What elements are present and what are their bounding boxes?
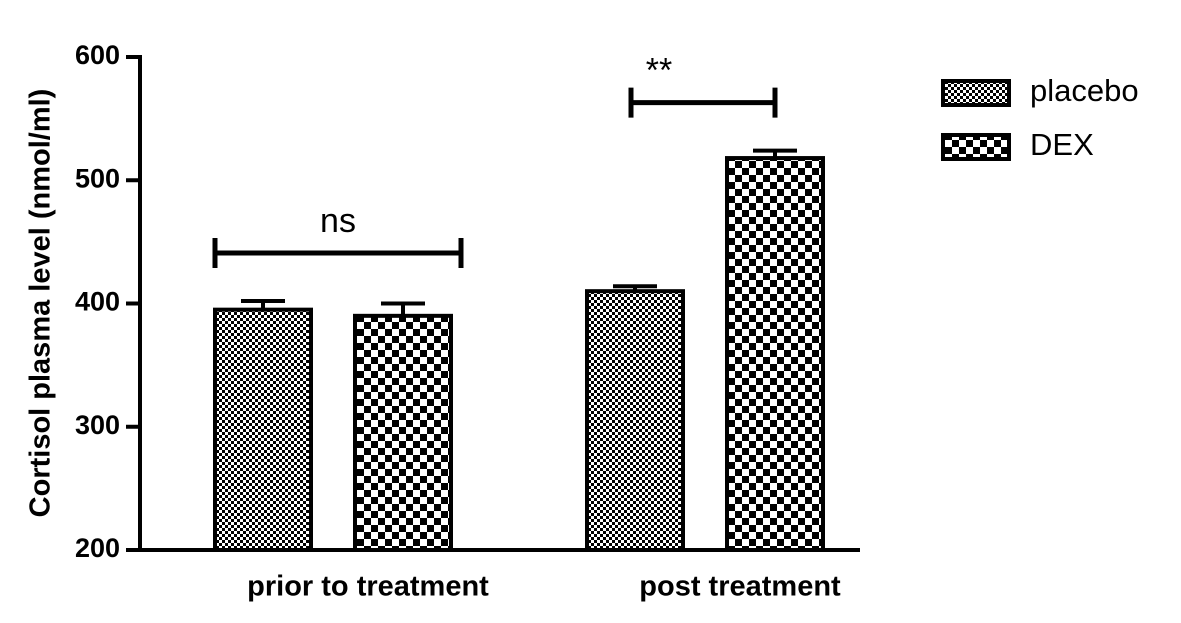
error-bar — [381, 301, 425, 316]
y-axis-title: Cortisol plasma level (nmol/ml) — [25, 89, 57, 518]
bar — [213, 307, 313, 552]
error-bar — [613, 284, 657, 292]
legend-label: DEX — [1030, 127, 1094, 162]
bar — [725, 156, 825, 552]
error-bar — [753, 148, 797, 159]
error-bar — [241, 299, 285, 310]
significance-bracket — [212, 238, 464, 269]
y-tick-label: 400 — [75, 287, 120, 317]
legend-swatch — [941, 79, 1011, 107]
annotation: ns — [320, 202, 356, 240]
x-tick-label: post treatment — [639, 571, 841, 603]
significance-bracket — [628, 87, 778, 118]
x-tick-label: prior to treatment — [247, 571, 489, 603]
legend-swatch — [941, 133, 1011, 161]
y-tick-label: 300 — [75, 410, 120, 440]
bar — [353, 313, 453, 553]
y-tick-label: 200 — [75, 533, 120, 563]
legend-label: placebo — [1030, 73, 1139, 108]
y-tick-label: 500 — [75, 163, 120, 193]
annotation: ** — [646, 52, 672, 90]
bar — [585, 289, 685, 552]
y-tick-label: 600 — [75, 40, 120, 70]
